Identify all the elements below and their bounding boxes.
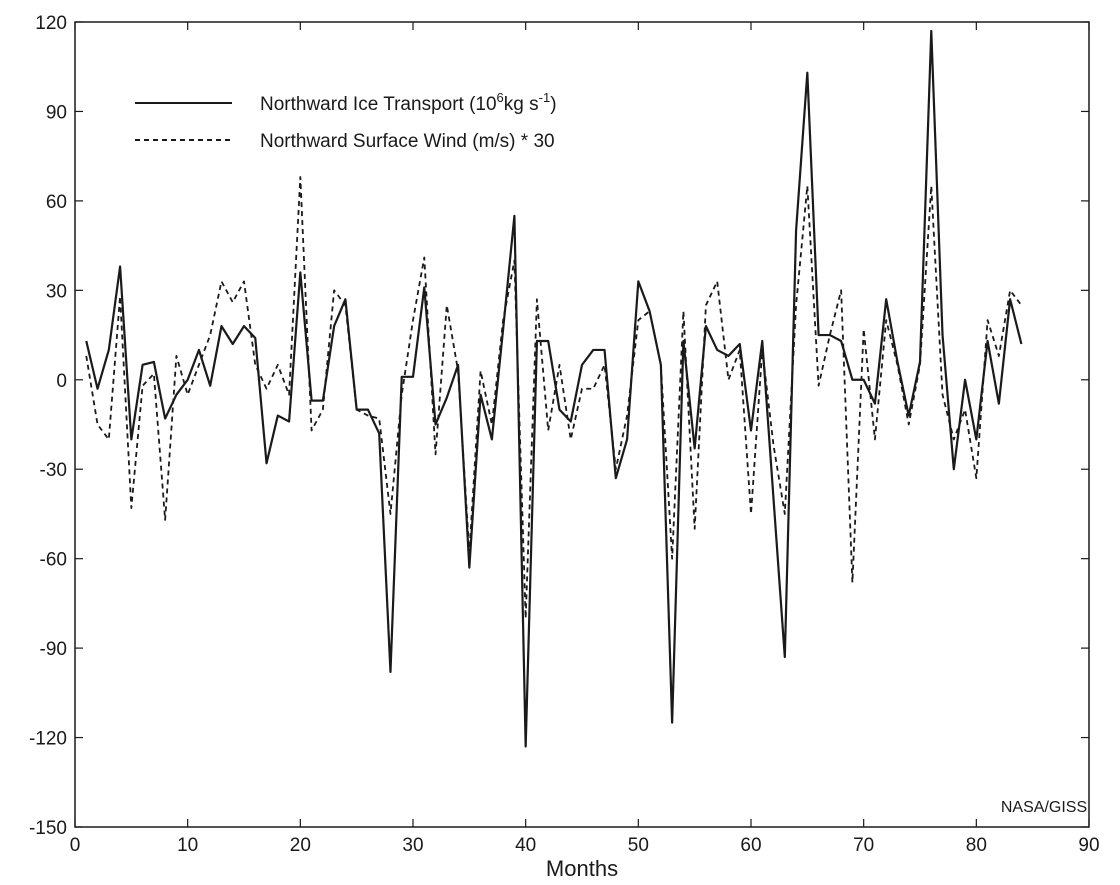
x-tick-label: 40: [515, 835, 536, 856]
x-tick-label: 80: [966, 835, 987, 856]
y-tick-label: -150: [29, 818, 67, 839]
x-tick-label: 20: [290, 835, 311, 856]
x-axis-label: Months: [546, 856, 618, 881]
legend-ice-mid: kg s: [504, 94, 539, 115]
legend-label-ice-transport: Northward Ice Transport (106kg s-1): [260, 90, 557, 115]
axis-ticks: [74, 21, 1090, 828]
series-layer: [85, 29, 1023, 748]
y-tick-label: -120: [29, 729, 67, 750]
x-tick-labels: 0 10 20 30 40 50 60 70 80 90: [70, 835, 1100, 856]
y-tick-label: -90: [40, 639, 67, 660]
x-tick-label: 10: [177, 835, 198, 856]
x-tick-label: 60: [740, 835, 761, 856]
x-tick-label: 0: [70, 835, 81, 856]
x-tick-label: 70: [853, 835, 874, 856]
y-tick-label: 120: [35, 13, 67, 34]
y-tick-labels: -150 -120 -90 -60 -30 0 30 60 90 120: [29, 13, 67, 839]
legend-ice-end: ): [550, 94, 556, 115]
legend-ice-sup2: -1: [539, 90, 551, 105]
legend: Northward Ice Transport (106kg s-1) Nort…: [135, 90, 557, 152]
x-tick-label: 90: [1078, 835, 1099, 856]
y-tick-label: 90: [46, 102, 67, 123]
legend-ice-sup1: 6: [497, 90, 504, 105]
y-tick-label: -30: [40, 460, 67, 481]
series-line-ice-transport: [85, 29, 1023, 748]
y-tick-label: 60: [46, 192, 67, 213]
y-tick-label: 30: [46, 281, 67, 302]
y-tick-label: -60: [40, 550, 67, 571]
plot-area: [74, 21, 1090, 828]
x-tick-label: 50: [628, 835, 649, 856]
legend-label-surface-wind: Northward Surface Wind (m/s) * 30: [260, 131, 555, 152]
credit-label: NASA/GISS: [1001, 799, 1087, 816]
x-tick-label: 30: [402, 835, 423, 856]
y-tick-label: 0: [56, 371, 67, 392]
legend-ice-main: Northward Ice Transport (10: [260, 94, 497, 115]
